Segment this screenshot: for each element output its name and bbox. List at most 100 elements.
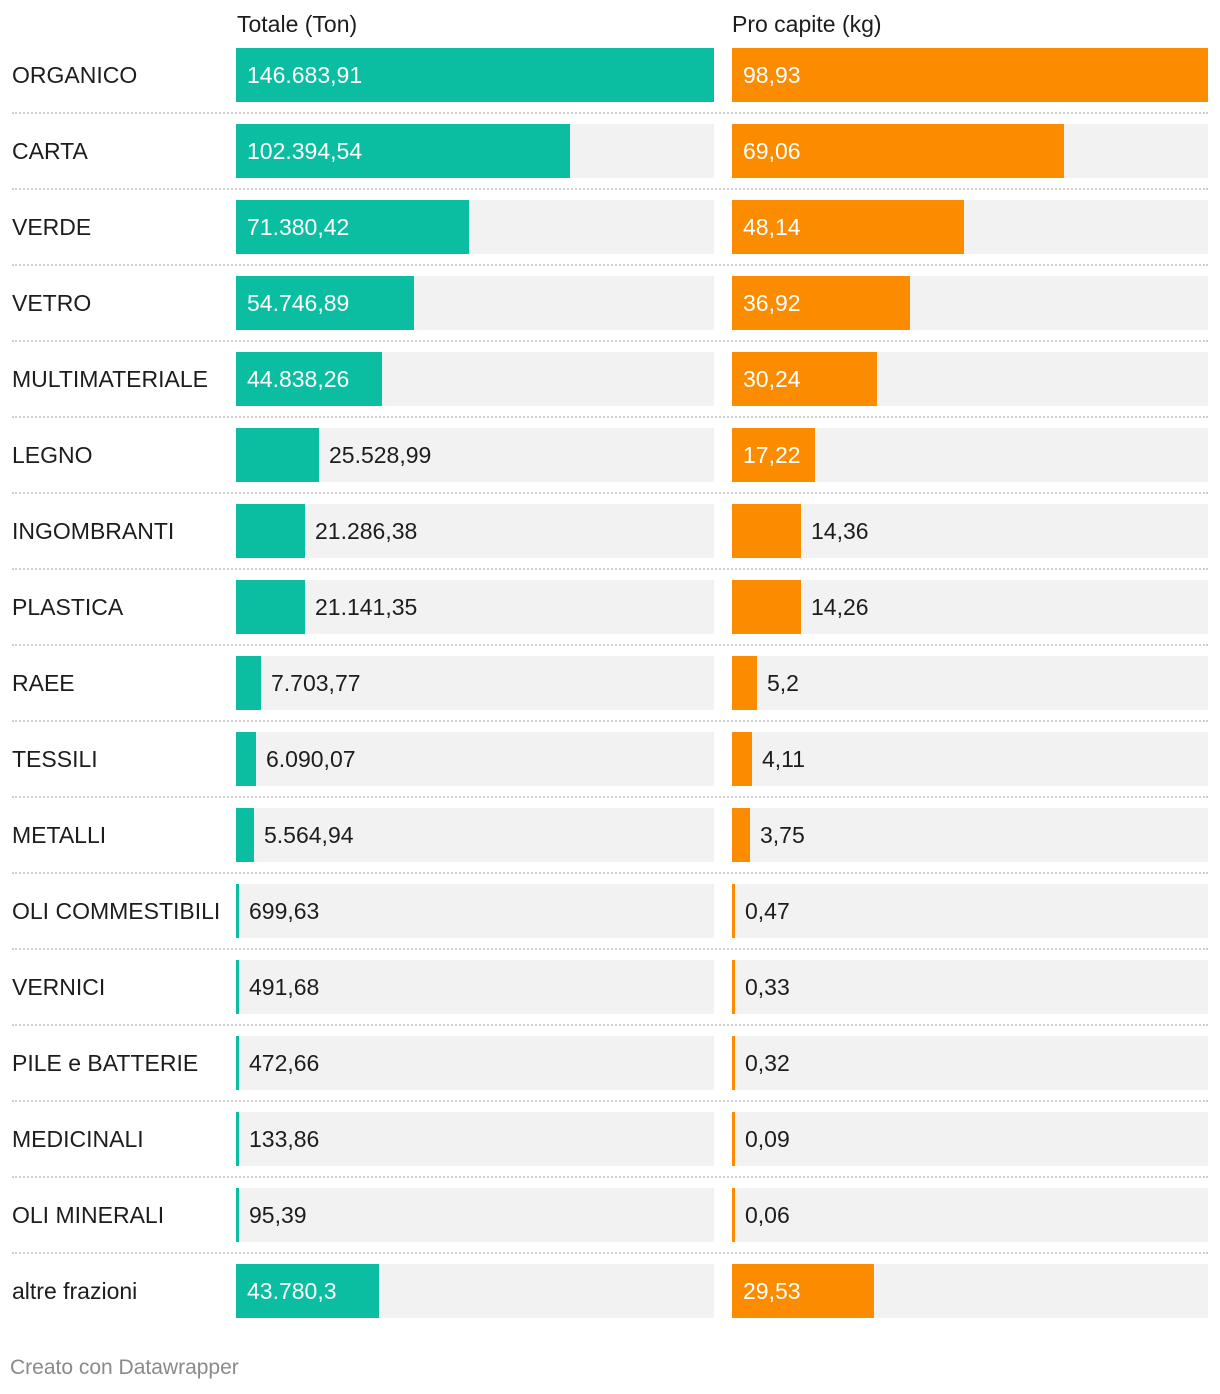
total-bar-track: 146.683,91 <box>236 48 714 102</box>
per-capita-bar-track: 3,75 <box>732 808 1208 862</box>
per-capita-bar <box>732 1036 735 1090</box>
per-capita-bar-track: 17,22 <box>732 428 1208 482</box>
per-capita-bar <box>732 960 735 1014</box>
chart-row: PLASTICA 21.141,35 14,26 <box>0 580 1220 656</box>
category-label: OLI MINERALI <box>12 1202 165 1228</box>
per-capita-bar <box>732 656 757 710</box>
total-bar-track: 44.838,26 <box>236 352 714 406</box>
per-capita-bar-track: 30,24 <box>732 352 1208 406</box>
chart-row: PILE e BATTERIE 472,66 0,32 <box>0 1036 1220 1112</box>
total-bar-track: 133,86 <box>236 1112 714 1166</box>
row-separator <box>12 1176 1208 1178</box>
row-separator <box>12 568 1208 570</box>
per-capita-bar-track: 98,93 <box>732 48 1208 102</box>
total-bar <box>236 580 305 634</box>
total-value-label: 44.838,26 <box>247 366 350 392</box>
chart-row: RAEE 7.703,77 5,2 <box>0 656 1220 732</box>
chart-row: LEGNO 25.528,99 17,22 <box>0 428 1220 504</box>
credit-footer: Creato con Datawrapper <box>10 1356 239 1379</box>
chart-row: OLI MINERALI 95,39 0,06 <box>0 1188 1220 1264</box>
per-capita-bar-track: 14,26 <box>732 580 1208 634</box>
per-capita-value-label: 3,75 <box>760 822 805 848</box>
total-bar-track: 491,68 <box>236 960 714 1014</box>
total-bar-track: 95,39 <box>236 1188 714 1242</box>
total-bar-track: 102.394,54 <box>236 124 714 178</box>
row-separator <box>12 796 1208 798</box>
per-capita-value-label: 48,14 <box>743 214 801 240</box>
row-separator <box>12 112 1208 114</box>
category-label: MEDICINALI <box>12 1126 144 1152</box>
per-capita-bar-track: 69,06 <box>732 124 1208 178</box>
total-value-label: 43.780,3 <box>247 1278 337 1304</box>
per-capita-bar <box>732 276 910 330</box>
chart-row: MULTIMATERIALE 44.838,26 30,24 <box>0 352 1220 428</box>
row-separator <box>12 1100 1208 1102</box>
total-bar-track: 43.780,3 <box>236 1264 714 1318</box>
total-bar-track: 21.286,38 <box>236 504 714 558</box>
total-value-label: 7.703,77 <box>271 670 361 696</box>
per-capita-bar <box>732 1188 735 1242</box>
total-bar-track: 25.528,99 <box>236 428 714 482</box>
row-separator <box>12 1024 1208 1026</box>
total-bar <box>236 656 261 710</box>
total-value-label: 491,68 <box>249 974 320 1000</box>
row-separator <box>12 188 1208 190</box>
category-label: VERNICI <box>12 974 106 1000</box>
category-label: VETRO <box>12 290 92 316</box>
total-bar <box>236 200 469 254</box>
per-capita-bar <box>732 1112 735 1166</box>
per-capita-bar <box>732 428 815 482</box>
total-value-label: 133,86 <box>249 1126 320 1152</box>
category-label: LEGNO <box>12 442 93 468</box>
total-value-label: 25.528,99 <box>329 442 432 468</box>
total-value-label: 699,63 <box>249 898 320 924</box>
per-capita-bar <box>732 1264 874 1318</box>
total-bar-track: 7.703,77 <box>236 656 714 710</box>
total-bar-track: 6.090,07 <box>236 732 714 786</box>
chart-row: MEDICINALI 133,86 0,09 <box>0 1112 1220 1188</box>
per-capita-value-label: 0,33 <box>745 974 790 1000</box>
per-capita-bar <box>732 884 735 938</box>
total-value-label: 472,66 <box>249 1050 320 1076</box>
total-bar <box>236 1112 239 1166</box>
per-capita-value-label: 0,47 <box>745 898 790 924</box>
per-capita-value-label: 0,32 <box>745 1050 790 1076</box>
per-capita-bar-track: 29,53 <box>732 1264 1208 1318</box>
row-separator <box>12 492 1208 494</box>
per-capita-value-label: 0,06 <box>745 1202 790 1228</box>
total-bar-track: 699,63 <box>236 884 714 938</box>
per-capita-value-label: 14,26 <box>811 594 869 620</box>
per-capita-value-label: 4,11 <box>762 746 806 772</box>
chart-row: altre frazioni 43.780,3 29,53 <box>0 1264 1220 1340</box>
total-bar <box>236 276 414 330</box>
total-bar-track: 5.564,94 <box>236 808 714 862</box>
per-capita-bar <box>732 808 750 862</box>
chart-row: METALLI 5.564,94 3,75 <box>0 808 1220 884</box>
per-capita-value-label: 98,93 <box>743 62 801 88</box>
chart-row: TESSILI 6.090,07 4,11 <box>0 732 1220 808</box>
per-capita-bar <box>732 48 1208 102</box>
per-capita-value-label: 0,09 <box>745 1126 790 1152</box>
chart-row: VETRO 54.746,89 36,92 <box>0 276 1220 352</box>
column-header-per-capita: Pro capite (kg) <box>732 11 882 37</box>
total-value-label: 21.286,38 <box>315 518 418 544</box>
per-capita-bar <box>732 200 964 254</box>
total-value-label: 5.564,94 <box>264 822 354 848</box>
category-label: PILE e BATTERIE <box>12 1050 199 1076</box>
per-capita-value-label: 29,53 <box>743 1278 801 1304</box>
total-bar-track: 54.746,89 <box>236 276 714 330</box>
category-label: CARTA <box>12 138 88 164</box>
category-label: RAEE <box>12 670 75 696</box>
total-value-label: 6.090,07 <box>266 746 356 772</box>
chart-row: VERNICI 491,68 0,33 <box>0 960 1220 1036</box>
column-header-total: Totale (Ton) <box>237 11 358 37</box>
per-capita-bar <box>732 732 752 786</box>
total-bar <box>236 48 714 102</box>
per-capita-bar <box>732 580 801 634</box>
total-value-label: 21.141,35 <box>315 594 418 620</box>
per-capita-value-label: 5,2 <box>767 670 799 696</box>
total-bar-track: 472,66 <box>236 1036 714 1090</box>
category-label: MULTIMATERIALE <box>12 366 208 392</box>
chart-row: VERDE 71.380,42 48,14 <box>0 200 1220 276</box>
per-capita-value-label: 30,24 <box>743 366 801 392</box>
